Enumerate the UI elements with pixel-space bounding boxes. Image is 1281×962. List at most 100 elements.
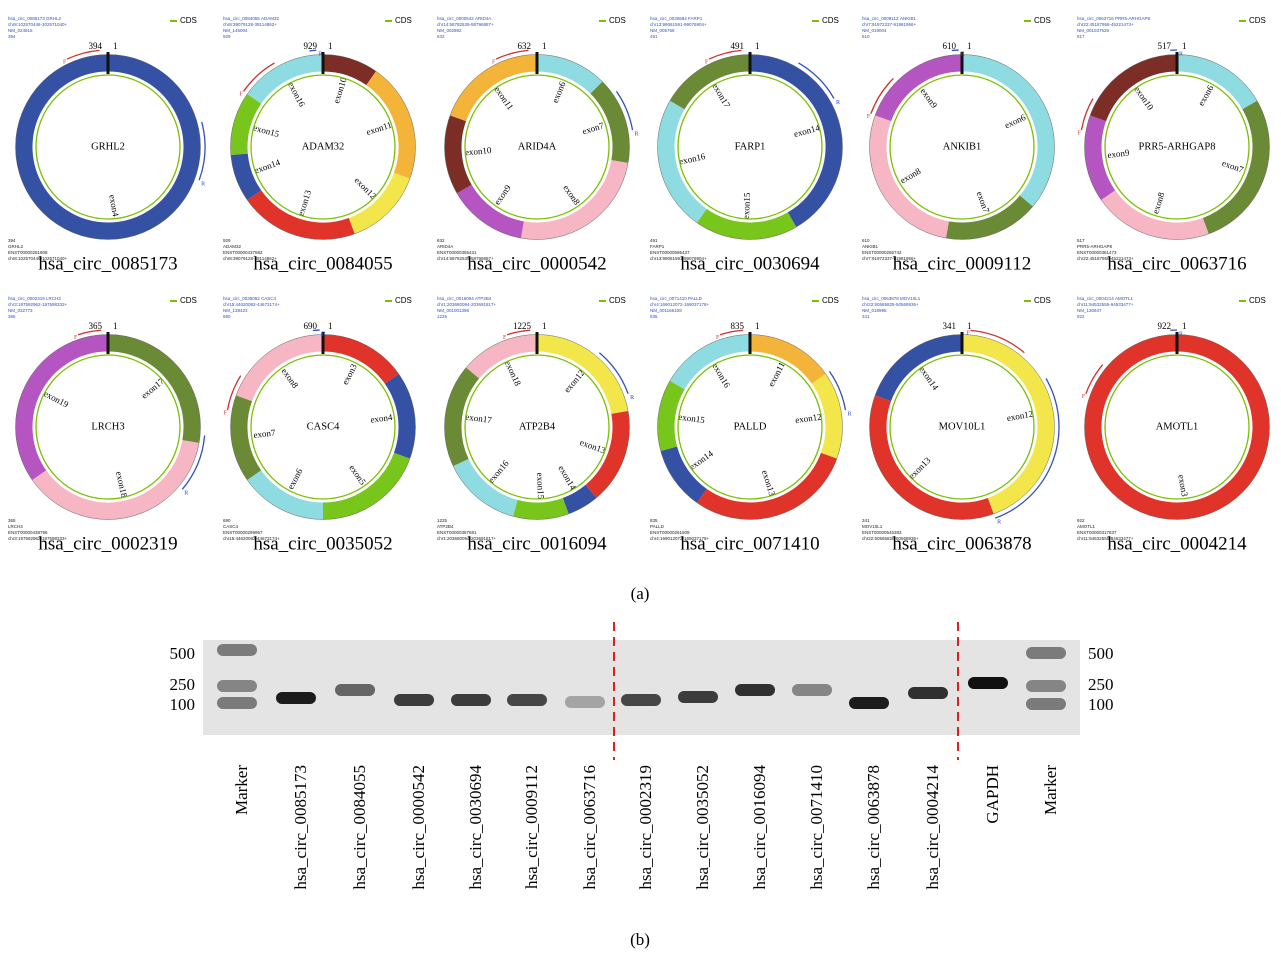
panel-name: hsa_circ_0063878 [892, 533, 1031, 554]
exon-label: exon3 [340, 362, 359, 387]
length-label: 835 [731, 321, 745, 331]
footer-gene: CASC4 [223, 524, 239, 529]
header-circ: hsa_circ_0071410 [650, 296, 687, 301]
start-label: 1 [967, 41, 972, 51]
exon-arc [515, 506, 565, 511]
caption-b: (b) [630, 930, 650, 949]
gene-name: PRR5-ARHGAP8 [1138, 141, 1215, 152]
footer-gene: ATP2B4 [437, 524, 454, 529]
header-circ: hsa_circ_0000542 [437, 16, 474, 21]
gel-band [276, 692, 316, 704]
header-nm: NM_130847 [1077, 308, 1102, 313]
footer-gene: LRCH3 [8, 524, 23, 529]
header-circ: hsa_circ_0063716 [1077, 16, 1114, 21]
header-length: 835 [650, 314, 658, 319]
primer-r-label: R [201, 182, 205, 188]
exon-arc [254, 63, 323, 99]
lane-label: hsa_circ_0085173 [291, 765, 310, 890]
footer-gene: ADAM32 [223, 244, 242, 249]
lane-label: Marker [232, 765, 251, 815]
header-circ: hsa_circ_0063878 [862, 296, 899, 301]
gel-band [968, 677, 1008, 689]
primer-f-label: F [223, 411, 227, 417]
start-marker [536, 52, 539, 74]
footer-length: 491 [650, 238, 658, 243]
gel-band [565, 696, 605, 708]
header-circ: hsa_circ_0009112 [862, 16, 899, 21]
gene-name: AMOTL1 [1156, 421, 1199, 432]
gel-band [507, 694, 547, 706]
header-gene: PALLD [688, 296, 703, 301]
gel-band [451, 694, 491, 706]
start-marker [961, 332, 964, 354]
gene-name: ARID4A [518, 141, 557, 152]
gel-band [1026, 647, 1066, 659]
gene-name: ANKIB1 [943, 141, 982, 152]
start-marker [107, 52, 110, 74]
gene-name: ATP2B4 [519, 421, 556, 432]
header-chr: chr7:91972337-91981956+ [862, 22, 917, 27]
start-label: 1 [542, 321, 547, 331]
primer-r-label: R [318, 52, 322, 58]
exon-arc [1177, 63, 1250, 105]
size-label-left: 500 [170, 644, 196, 663]
exon-arc [323, 343, 392, 379]
exon-label: exon13 [296, 188, 314, 217]
header-chr: chr11:94532555-94533477+ [1077, 302, 1134, 307]
exon-label: exon6 [550, 80, 568, 105]
start-label: 1 [113, 321, 118, 331]
exon-label: exon5 [347, 463, 368, 487]
header-chr: chr15:44620082-44673174+ [223, 302, 280, 307]
gene-name: ADAM32 [302, 141, 345, 152]
header-nm: NM_024915 [8, 28, 33, 33]
primer-r-label: R [848, 412, 852, 418]
header-chr: chr3:197592962-197598333+ [8, 302, 68, 307]
exon-arc [461, 462, 515, 508]
length-label: 690 [304, 321, 318, 331]
length-label: 1225 [513, 321, 532, 331]
size-label-right: 100 [1088, 695, 1114, 714]
exon-label: exon18 [114, 470, 130, 499]
header-gene: ATP2B4 [475, 296, 492, 301]
footer-gene: ARID4A [437, 244, 453, 249]
header-gene: PRR5-ARHGAP8 [1115, 16, 1151, 21]
panel-name: hsa_circ_0085173 [38, 253, 177, 274]
exon-label: exon16 [678, 151, 707, 167]
header-length: 690 [223, 314, 231, 319]
cds-legend: CDS [1249, 16, 1266, 25]
cds-legend: CDS [180, 296, 197, 305]
header-nm: NM_001001396 [437, 308, 470, 313]
exon-arc [962, 63, 1046, 201]
length-label: 365 [89, 321, 103, 331]
header-nm: NM_018995 [862, 308, 887, 313]
length-label: 610 [943, 41, 957, 51]
header-chr: chr8:102570446-102571040+ [8, 22, 68, 27]
primer-f-label: F [867, 114, 871, 120]
footer-length: 632 [437, 238, 445, 243]
primer-r-label: R [997, 520, 1001, 526]
exon-label: exon12 [1006, 409, 1034, 423]
header-gene: AMOTL1 [1115, 296, 1134, 301]
header-chr: chr14:58782539-58796887+ [437, 22, 494, 27]
panel-name: hsa_circ_0004214 [1107, 533, 1247, 554]
footer-gene: MOV10L1 [862, 524, 883, 529]
lane-label: GAPDH [983, 765, 1002, 824]
exon-label: exon13 [760, 469, 778, 498]
gel-image [203, 640, 1080, 735]
footer-length: 922 [1077, 518, 1085, 523]
lane-label: hsa_circ_0030694 [466, 765, 485, 890]
exon-label: exon9 [1107, 147, 1131, 160]
header-length: 922 [1077, 314, 1085, 319]
size-label-right: 250 [1088, 675, 1114, 694]
gel-band [335, 684, 375, 696]
header-circ: hsa_circ_0016094 [437, 296, 474, 301]
header-length: 341 [862, 314, 870, 319]
header-length: 365 [8, 314, 16, 319]
start-label: 1 [1182, 41, 1187, 51]
start-label: 1 [542, 41, 547, 51]
header-circ: hsa_circ_0035052 [223, 296, 260, 301]
cds-legend: CDS [1034, 296, 1051, 305]
cds-legend: CDS [822, 16, 839, 25]
exon-arc [239, 99, 254, 155]
exon-label: exon16 [286, 80, 307, 109]
